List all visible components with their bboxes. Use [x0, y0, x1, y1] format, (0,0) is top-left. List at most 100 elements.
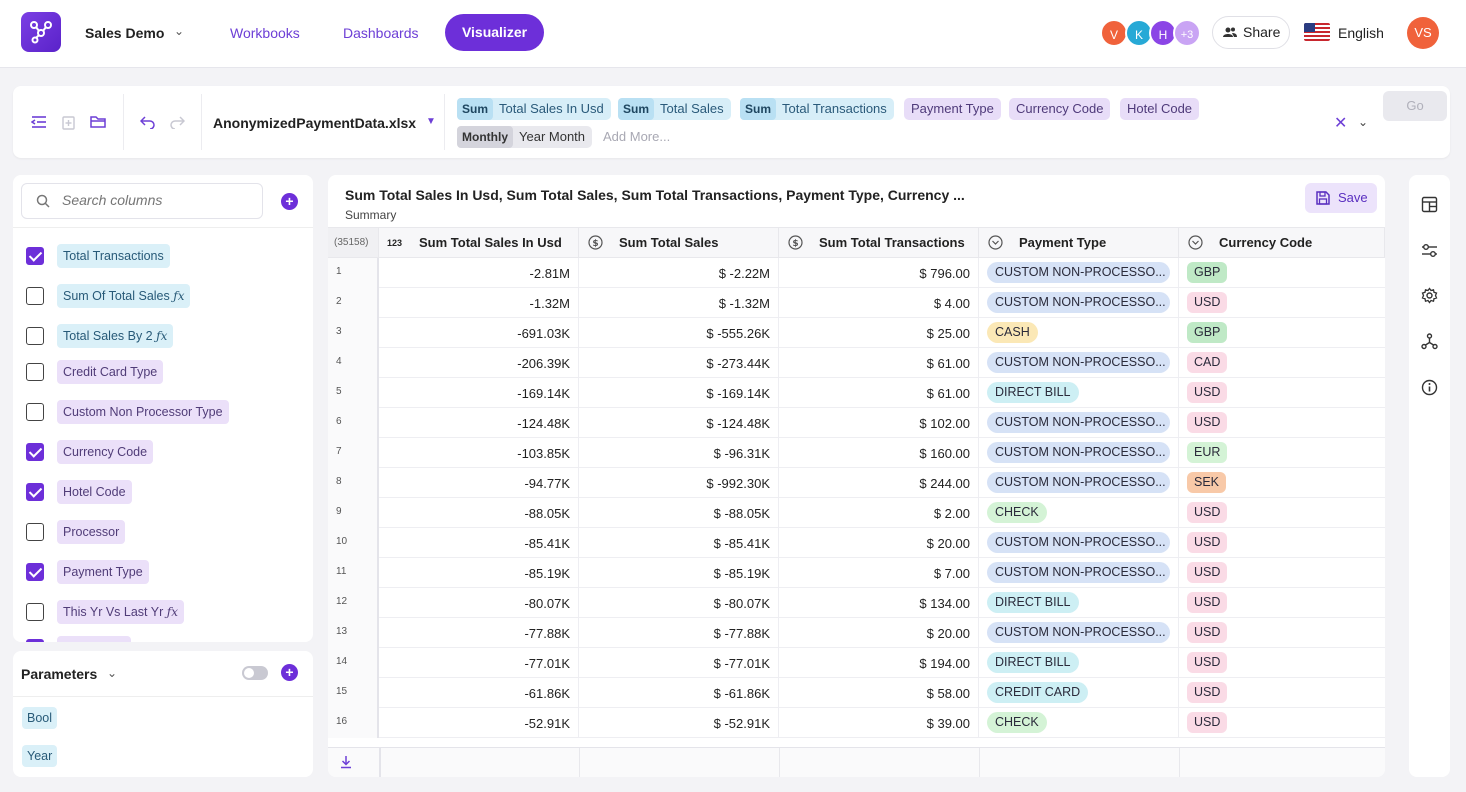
cell-sum-total-transactions[interactable]: $ 61.00	[779, 378, 979, 408]
cell-payment-type[interactable]: CUSTOM NON-PROCESSO...	[979, 528, 1179, 558]
cell-sum-total-sales[interactable]: $ -169.14K	[579, 378, 779, 408]
cell-sum-total-sales-in-usd[interactable]: -94.77K	[379, 468, 579, 498]
add-parameter-button[interactable]: +	[281, 664, 298, 681]
cell-sum-total-sales[interactable]: $ -124.48K	[579, 408, 779, 438]
checkbox[interactable]	[26, 287, 44, 305]
chevron-down-icon[interactable]: ▼	[426, 116, 436, 127]
cell-payment-type[interactable]: CASH	[979, 318, 1179, 348]
parameter-year[interactable]: Year	[22, 745, 58, 767]
query-chip-total-sales[interactable]: Sum Total Sales	[618, 98, 731, 120]
checkbox[interactable]	[26, 639, 44, 642]
cell-sum-total-sales[interactable]: $ -85.41K	[579, 528, 779, 558]
file-name-selector[interactable]: AnonymizedPaymentData.xlsx	[213, 115, 417, 131]
cell-currency-code[interactable]: USD	[1179, 288, 1385, 318]
cell-sum-total-sales[interactable]: $ -52.91K	[579, 708, 779, 738]
table-row[interactable]: 3 -691.03K $ -555.26K $ 25.00 CASH GBP	[328, 318, 1385, 348]
chevron-down-icon[interactable]: ⌄	[174, 24, 185, 38]
checkbox[interactable]	[26, 603, 44, 621]
cell-sum-total-sales-in-usd[interactable]: -1.32M	[379, 288, 579, 318]
table-row[interactable]: 15 -61.86K $ -61.86K $ 58.00 CREDIT CARD USD	[328, 678, 1385, 708]
cell-sum-total-sales-in-usd[interactable]: -691.03K	[379, 318, 579, 348]
collaborator-avatar[interactable]: V	[1100, 19, 1128, 47]
cell-sum-total-sales[interactable]: $ -96.31K	[579, 438, 779, 468]
checkbox[interactable]	[26, 363, 44, 381]
app-logo[interactable]	[21, 12, 61, 52]
cell-sum-total-transactions[interactable]: $ 194.00	[779, 648, 979, 678]
cell-payment-type[interactable]: CUSTOM NON-PROCESSO...	[979, 558, 1179, 588]
cell-sum-total-transactions[interactable]: $ 102.00	[779, 408, 979, 438]
search-columns-box[interactable]	[21, 183, 263, 219]
table-row[interactable]: 2 -1.32M $ -1.32M $ 4.00 CUSTOM NON-PROCESSO…	[328, 288, 1385, 318]
clear-query-icon[interactable]: ✕	[1334, 115, 1348, 132]
cell-sum-total-transactions[interactable]: $ 58.00	[779, 678, 979, 708]
checkbox[interactable]	[26, 327, 44, 345]
go-button[interactable]: Go	[1383, 91, 1447, 121]
cell-sum-total-transactions[interactable]: $ 7.00	[779, 558, 979, 588]
cell-sum-total-sales[interactable]: $ -77.01K	[579, 648, 779, 678]
cell-payment-type[interactable]: CUSTOM NON-PROCESSO...	[979, 408, 1179, 438]
cell-sum-total-transactions[interactable]: $ 2.00	[779, 498, 979, 528]
cell-currency-code[interactable]: USD	[1179, 498, 1385, 528]
query-chip-payment-type[interactable]: Payment Type	[904, 98, 1001, 120]
query-chip-total-transactions[interactable]: Sum Total Transactions	[740, 98, 894, 120]
query-chip-currency-code[interactable]: Currency Code	[1009, 98, 1111, 120]
cell-sum-total-transactions[interactable]: $ 61.00	[779, 348, 979, 378]
cell-currency-code[interactable]: GBP	[1179, 318, 1385, 348]
download-icon[interactable]	[339, 755, 353, 769]
table-row[interactable]: 11 -85.19K $ -85.19K $ 7.00 CUSTOM NON-PROCE…	[328, 558, 1385, 588]
cell-currency-code[interactable]: USD	[1179, 528, 1385, 558]
table-row[interactable]: 14 -77.01K $ -77.01K $ 194.00 DIRECT BILL USD	[328, 648, 1385, 678]
cell-currency-code[interactable]: USD	[1179, 588, 1385, 618]
redo-icon[interactable]	[169, 115, 185, 129]
cell-payment-type[interactable]: DIRECT BILL	[979, 588, 1179, 618]
cell-payment-type[interactable]: CUSTOM NON-PROCESSO...	[979, 618, 1179, 648]
cell-payment-type[interactable]: CUSTOM NON-PROCESSO...	[979, 438, 1179, 468]
language-selector[interactable]: English	[1338, 25, 1384, 41]
cell-sum-total-transactions[interactable]: $ 4.00	[779, 288, 979, 318]
cell-sum-total-transactions[interactable]: $ 25.00	[779, 318, 979, 348]
nav-dashboards[interactable]: Dashboards	[343, 25, 419, 41]
add-column-button[interactable]: +	[281, 193, 298, 210]
cell-currency-code[interactable]: USD	[1179, 378, 1385, 408]
cell-currency-code[interactable]: CAD	[1179, 348, 1385, 378]
table-row[interactable]: 6 -124.48K $ -124.48K $ 102.00 CUSTOM NON-PR…	[328, 408, 1385, 438]
cell-sum-total-sales[interactable]: $ -61.86K	[579, 678, 779, 708]
cell-sum-total-sales-in-usd[interactable]: -80.07K	[379, 588, 579, 618]
column-header-sum-total-transactions[interactable]: $ Sum Total Transactions	[779, 227, 979, 258]
network-icon[interactable]	[1421, 333, 1438, 350]
app-name[interactable]: Sales Demo	[85, 25, 165, 41]
new-file-icon[interactable]	[62, 115, 77, 130]
cell-sum-total-transactions[interactable]: $ 134.00	[779, 588, 979, 618]
cell-sum-total-sales[interactable]: $ -2.22M	[579, 258, 779, 288]
cell-payment-type[interactable]: DIRECT BILL	[979, 378, 1179, 408]
cell-payment-type[interactable]: CUSTOM NON-PROCESSO...	[979, 258, 1179, 288]
cell-payment-type[interactable]: DIRECT BILL	[979, 648, 1179, 678]
folder-open-icon[interactable]	[90, 115, 107, 129]
table-row[interactable]: 9 -88.05K $ -88.05K $ 2.00 CHECK USD	[328, 498, 1385, 528]
user-avatar[interactable]: VS	[1407, 17, 1439, 49]
cell-sum-total-sales-in-usd[interactable]: -169.14K	[379, 378, 579, 408]
column-header-payment-type[interactable]: Payment Type	[979, 227, 1179, 258]
cell-payment-type[interactable]: CUSTOM NON-PROCESSO...	[979, 468, 1179, 498]
query-chip-year-month[interactable]: Monthly Year Month	[457, 126, 593, 148]
table-row[interactable]: 7 -103.85K $ -96.31K $ 160.00 CUSTOM NON-PRO…	[328, 438, 1385, 468]
table-row[interactable]: 10 -85.41K $ -85.41K $ 20.00 CUSTOM NON-PROC…	[328, 528, 1385, 558]
chevron-down-icon[interactable]: ⌄	[107, 666, 118, 680]
nav-workbooks[interactable]: Workbooks	[230, 25, 300, 41]
table-row[interactable]: 5 -169.14K $ -169.14K $ 61.00 DIRECT BILL USD	[328, 378, 1385, 408]
query-chip-total-sales-in-usd[interactable]: Sum Total Sales In Usd	[457, 98, 611, 120]
cell-sum-total-transactions[interactable]: $ 39.00	[779, 708, 979, 738]
cell-sum-total-sales[interactable]: $ -992.30K	[579, 468, 779, 498]
cell-sum-total-sales-in-usd[interactable]: -206.39K	[379, 348, 579, 378]
cell-sum-total-sales-in-usd[interactable]: -103.85K	[379, 438, 579, 468]
checkbox[interactable]	[26, 563, 44, 581]
cell-currency-code[interactable]: SEK	[1179, 468, 1385, 498]
cell-sum-total-sales[interactable]: $ -85.19K	[579, 558, 779, 588]
table-row[interactable]: 1 -2.81M $ -2.22M $ 796.00 CUSTOM NON-PROCES…	[328, 258, 1385, 288]
cell-payment-type[interactable]: CUSTOM NON-PROCESSO...	[979, 288, 1179, 318]
table-layout-icon[interactable]	[1421, 196, 1438, 213]
cell-payment-type[interactable]: CHECK	[979, 498, 1179, 528]
cell-sum-total-transactions[interactable]: $ 20.00	[779, 528, 979, 558]
share-button[interactable]: Share	[1212, 16, 1290, 49]
collapse-sidebar-icon[interactable]	[31, 115, 47, 129]
